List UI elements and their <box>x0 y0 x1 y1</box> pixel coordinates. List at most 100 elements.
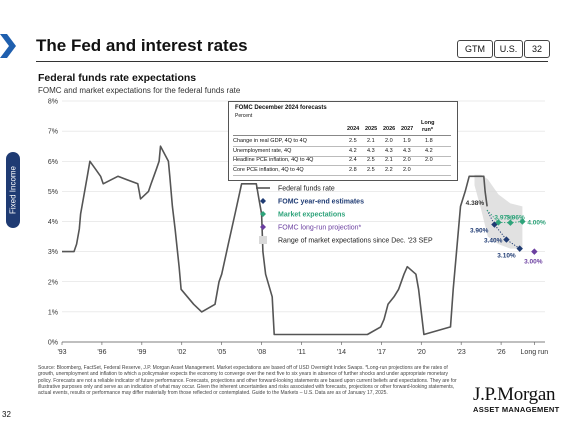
forecast-value: 2.8 <box>349 166 357 173</box>
legend-label: Federal funds rate <box>278 186 335 193</box>
x-tick-label: '20 <box>417 349 426 356</box>
forecast-column-header: Long <box>421 120 435 126</box>
region-badge: U.S. <box>494 40 523 58</box>
x-tick-label: '05 <box>217 349 226 356</box>
long-run-label: 3.00% <box>524 259 543 266</box>
forecast-value: 1.8 <box>425 138 433 144</box>
legend-label: Market expectations <box>278 212 345 219</box>
y-tick-label: 3% <box>48 249 58 256</box>
page-number: 32 <box>2 410 11 419</box>
fomc-estimate-marker <box>503 236 510 243</box>
fomc-estimate-marker <box>516 245 523 252</box>
forecast-row-label: Headline PCE inflation, 4Q to 4Q <box>233 157 314 163</box>
x-tick-label: '23 <box>457 349 466 356</box>
legend-swatch <box>260 224 266 230</box>
market-expectation-marker <box>495 219 502 226</box>
forecast-table-title: FOMC December 2024 forecasts <box>235 105 327 111</box>
header-divider <box>36 61 548 62</box>
table-rule <box>233 146 451 147</box>
forecast-row-label: Change in real GDP, 4Q to 4Q <box>233 138 307 144</box>
legend-swatch <box>260 211 266 217</box>
forecast-value: 2.4 <box>349 157 357 163</box>
x-tick-label: '99 <box>137 349 146 356</box>
forecast-value: 2.0 <box>425 157 433 163</box>
market-expectation-label: 4.00% <box>527 220 546 227</box>
forecast-value: 2.5 <box>367 166 375 173</box>
chevron-right-icon <box>0 34 16 58</box>
legend-swatch <box>259 236 267 244</box>
forecast-value: 4.3 <box>403 147 411 154</box>
y-tick-label: 4% <box>48 219 58 226</box>
forecast-table-unit: Percent <box>235 113 253 119</box>
jpmorgan-logo: J.P.Morgan <box>473 384 556 405</box>
x-tick-label: '08 <box>257 349 266 356</box>
market-expectation-marker <box>519 218 526 225</box>
x-tick-label: Long run <box>521 349 549 356</box>
forecast-value: 2.0 <box>403 166 411 173</box>
fed-funds-line <box>62 145 488 336</box>
forecast-column-header: 2025 <box>365 126 378 132</box>
market-expectation-marker <box>507 219 514 226</box>
fomc-connector <box>486 209 520 250</box>
x-tick-label: '96 <box>97 349 106 356</box>
legend-label: FOMC long-run projection* <box>278 225 362 232</box>
table-rule <box>233 155 451 157</box>
forecast-column-header: 2024 <box>347 126 360 132</box>
market-expectation-label: 3.97% <box>494 214 513 221</box>
x-tick-label: '26 <box>497 349 506 356</box>
legend-swatch <box>260 198 266 204</box>
market-expectation-label: 3.96% <box>506 215 525 222</box>
y-tick-label: 7% <box>48 129 58 136</box>
x-tick-label: '17 <box>377 349 386 356</box>
forecast-value: 2.1 <box>367 138 375 144</box>
long-run-marker <box>531 248 538 255</box>
x-tick-label: '93 <box>57 349 66 356</box>
forecast-row-label: Core PCE inflation, 4Q to 4Q <box>233 166 304 173</box>
forecast-table: FOMC December 2024 forecasts Percent 202… <box>228 101 458 181</box>
y-tick-label: 2% <box>48 279 58 286</box>
asset-management-label: ASSET MANAGEMENT <box>473 405 560 414</box>
table-rule <box>233 174 451 176</box>
gtm-badge: GTM <box>457 40 493 58</box>
range-band <box>474 174 523 249</box>
forecast-value: 4.2 <box>349 147 357 154</box>
y-tick-label: 8% <box>48 99 58 106</box>
y-tick-label: 1% <box>48 309 58 316</box>
y-tick-label: 6% <box>48 159 58 166</box>
y-tick-label: 5% <box>48 189 58 196</box>
fomc-estimate-label: 3.90% <box>470 228 489 235</box>
forecast-value: 2.5 <box>367 157 375 163</box>
x-tick-label: '11 <box>297 349 306 356</box>
forecast-value: 2.5 <box>349 138 357 144</box>
table-rule <box>233 135 451 136</box>
market-connector <box>486 209 523 224</box>
forecast-value: 1.9 <box>403 138 411 144</box>
y-tick-label: 0% <box>48 340 58 347</box>
chart-subtitle: FOMC and market expectations for the fed… <box>38 86 241 95</box>
chart-title: Federal funds rate expectations <box>38 72 197 84</box>
footnote: Source: Bloomberg, FactSet, Federal Rese… <box>38 365 457 397</box>
market-expectation-label: 4.38% <box>466 200 485 207</box>
forecast-column-header: run* <box>422 127 433 133</box>
fomc-estimate-label: 3.40% <box>484 238 503 245</box>
forecast-value: 2.1 <box>385 157 393 163</box>
x-tick-label: '02 <box>177 349 186 356</box>
page-title: The Fed and interest rates <box>36 36 248 55</box>
forecast-value: 2.0 <box>385 138 393 144</box>
table-rule <box>233 165 451 166</box>
forecast-value: 2.2 <box>385 166 393 173</box>
x-tick-label: '14 <box>337 349 346 356</box>
forecast-row-label: Unemployment rate, 4Q <box>233 147 292 154</box>
page-badge: 32 <box>524 40 550 58</box>
forecast-column-header: 2026 <box>383 126 396 132</box>
forecast-value: 4.3 <box>367 147 375 154</box>
forecast-column-header: 2027 <box>401 126 414 132</box>
forecast-value: 4.2 <box>425 147 433 154</box>
legend-label: FOMC year-end estimates <box>278 199 364 206</box>
forecast-value: 4.3 <box>385 147 393 154</box>
section-tab[interactable]: Fixed Income <box>6 152 20 228</box>
forecast-value: 2.0 <box>403 157 411 163</box>
fomc-estimate-label: 3.10% <box>497 253 516 260</box>
legend-label: Range of market expectations since Dec. … <box>278 238 433 245</box>
